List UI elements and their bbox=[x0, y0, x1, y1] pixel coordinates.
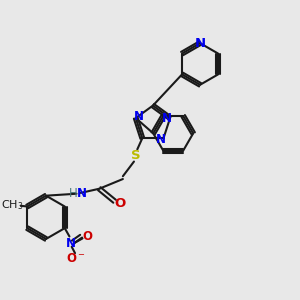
Text: O: O bbox=[82, 230, 92, 243]
Text: N: N bbox=[134, 110, 144, 123]
Text: S: S bbox=[130, 149, 140, 162]
Text: H: H bbox=[69, 187, 78, 200]
Text: N: N bbox=[156, 133, 166, 146]
Text: O: O bbox=[114, 197, 125, 210]
Text: N: N bbox=[194, 37, 206, 50]
Text: N: N bbox=[161, 112, 172, 124]
Text: O$^-$: O$^-$ bbox=[66, 252, 86, 265]
Text: N: N bbox=[76, 187, 86, 200]
Text: CH$_3$: CH$_3$ bbox=[1, 198, 23, 212]
Text: N: N bbox=[66, 237, 76, 250]
